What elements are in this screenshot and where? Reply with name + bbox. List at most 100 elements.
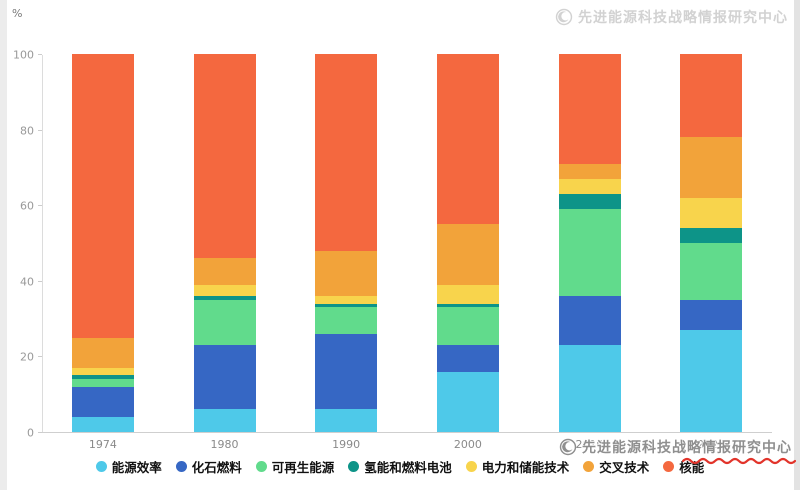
bar-segment — [558, 345, 621, 432]
bar-segment — [71, 54, 134, 338]
y-tick-label: 80 — [20, 124, 34, 138]
bar-segment — [193, 295, 256, 300]
bar-segment — [558, 54, 621, 164]
y-tick-label: 100 — [13, 48, 34, 62]
legend-item: 氢能和燃料电池 — [348, 457, 452, 476]
bar-segment — [436, 284, 499, 304]
legend-label: 能源效率 — [111, 460, 162, 475]
watermark-logo-icon — [555, 8, 573, 26]
bar-segment — [680, 197, 743, 228]
bar-segment — [315, 303, 378, 308]
x-tick-label: 1974 — [88, 438, 117, 451]
bar-segment — [193, 409, 256, 432]
watermark-top: 先进能源科技战略情报研究中心 — [555, 7, 788, 27]
bar-segment — [436, 345, 499, 372]
x-axis-labels: 1974 1980 1990 2000 2010 2020 — [42, 438, 772, 452]
legend-color-dot — [583, 461, 595, 472]
bar-segment — [315, 250, 378, 296]
legend: 能源效率 化石燃料 可再生能源 氢能和燃料电池 电力和储能技术 交叉技术 核能 — [0, 457, 800, 476]
y-tick-mark — [38, 356, 42, 358]
x-tick-label: 2020 — [697, 438, 726, 451]
bar-segment — [315, 333, 378, 410]
bar-segment — [71, 386, 134, 417]
bar-segment — [71, 337, 134, 368]
y-axis-unit-label: % — [12, 7, 23, 20]
bar-segment — [680, 299, 743, 330]
legend-item: 电力和储能技术 — [465, 457, 570, 476]
red-squiggle-underline — [682, 457, 796, 465]
bar-segment — [315, 409, 378, 432]
bar-segment — [193, 299, 256, 346]
y-tick-label: 40 — [20, 275, 34, 289]
legend-color-dot — [95, 461, 107, 472]
y-tick-label: 20 — [20, 350, 34, 364]
bar-segment — [436, 303, 499, 308]
bar-segment — [71, 367, 134, 376]
bar-segment — [558, 209, 621, 296]
bar-segment — [436, 371, 499, 432]
x-axis-line — [38, 432, 772, 433]
legend-label: 交叉技术 — [599, 460, 650, 475]
watermark-logo-icon — [559, 438, 577, 456]
bar-segment — [71, 416, 134, 432]
legend-color-dot — [348, 461, 360, 472]
y-tick-mark — [38, 280, 42, 282]
bar-segment — [680, 329, 743, 432]
bar-segment — [193, 54, 256, 259]
bar-segment — [315, 307, 378, 334]
legend-color-dot — [465, 461, 477, 472]
legend-label: 化石燃料 — [191, 460, 242, 475]
legend-item: 可再生能源 — [255, 457, 335, 476]
bar-segment — [680, 227, 743, 244]
bar-segment — [558, 163, 621, 179]
stacked-bar-2000 — [436, 54, 499, 432]
y-axis-line — [42, 55, 43, 433]
legend-item: 交叉技术 — [583, 457, 649, 476]
legend-item: 化石燃料 — [175, 457, 242, 476]
stacked-bar-1974 — [71, 54, 134, 432]
legend-label: 核能 — [679, 460, 705, 475]
watermark-text: 先进能源科技战略情报研究中心 — [582, 440, 792, 456]
x-tick-label: 1990 — [332, 438, 361, 451]
bar-segment — [680, 54, 743, 138]
y-tick-label: 60 — [20, 199, 34, 213]
bar-segment — [680, 137, 743, 198]
legend-item: 能源效率 — [95, 457, 162, 476]
bar-segment — [315, 54, 378, 251]
bar-segment — [71, 379, 134, 387]
bar-segment — [436, 307, 499, 346]
stacked-bar-1980 — [193, 54, 256, 432]
bar-segment — [436, 54, 499, 225]
bar-segment — [436, 224, 499, 285]
legend-color-dot — [255, 461, 267, 472]
y-tick-mark — [38, 54, 42, 55]
bar-segment — [193, 345, 256, 410]
y-tick-mark — [38, 205, 42, 207]
bar-segment — [558, 295, 621, 346]
bar-segment — [680, 243, 743, 300]
bar-segment — [71, 375, 134, 380]
legend-color-dot — [175, 461, 187, 472]
right-edge-strip — [794, 0, 800, 490]
legend-color-dot — [663, 461, 675, 472]
bar-segment — [193, 284, 256, 296]
stacked-bar-1990 — [315, 54, 378, 432]
x-tick-label: 1980 — [210, 438, 239, 451]
plot-area: 0 20 40 60 80 100 — [13, 50, 772, 439]
bar-segment — [558, 178, 621, 194]
x-tick-label: 2000 — [453, 438, 482, 451]
legend-item: 核能 — [663, 457, 704, 476]
watermark-bottom: 先进能源科技战略情报研究中心 — [559, 437, 792, 457]
legend-label: 电力和储能技术 — [481, 460, 570, 475]
legend-label: 可再生能源 — [271, 460, 335, 475]
bar-segment — [558, 193, 621, 209]
x-tick-label: 2010 — [575, 438, 604, 451]
bar-segment — [315, 295, 378, 304]
stacked-bar-2020 — [680, 54, 743, 432]
watermark-text: 先进能源科技战略情报研究中心 — [578, 10, 788, 26]
stacked-bar-2010 — [558, 54, 621, 432]
bar-segment — [193, 258, 256, 285]
y-tick-mark — [38, 129, 42, 131]
legend-label: 氢能和燃料电池 — [364, 460, 452, 475]
y-tick-mark — [38, 432, 42, 433]
